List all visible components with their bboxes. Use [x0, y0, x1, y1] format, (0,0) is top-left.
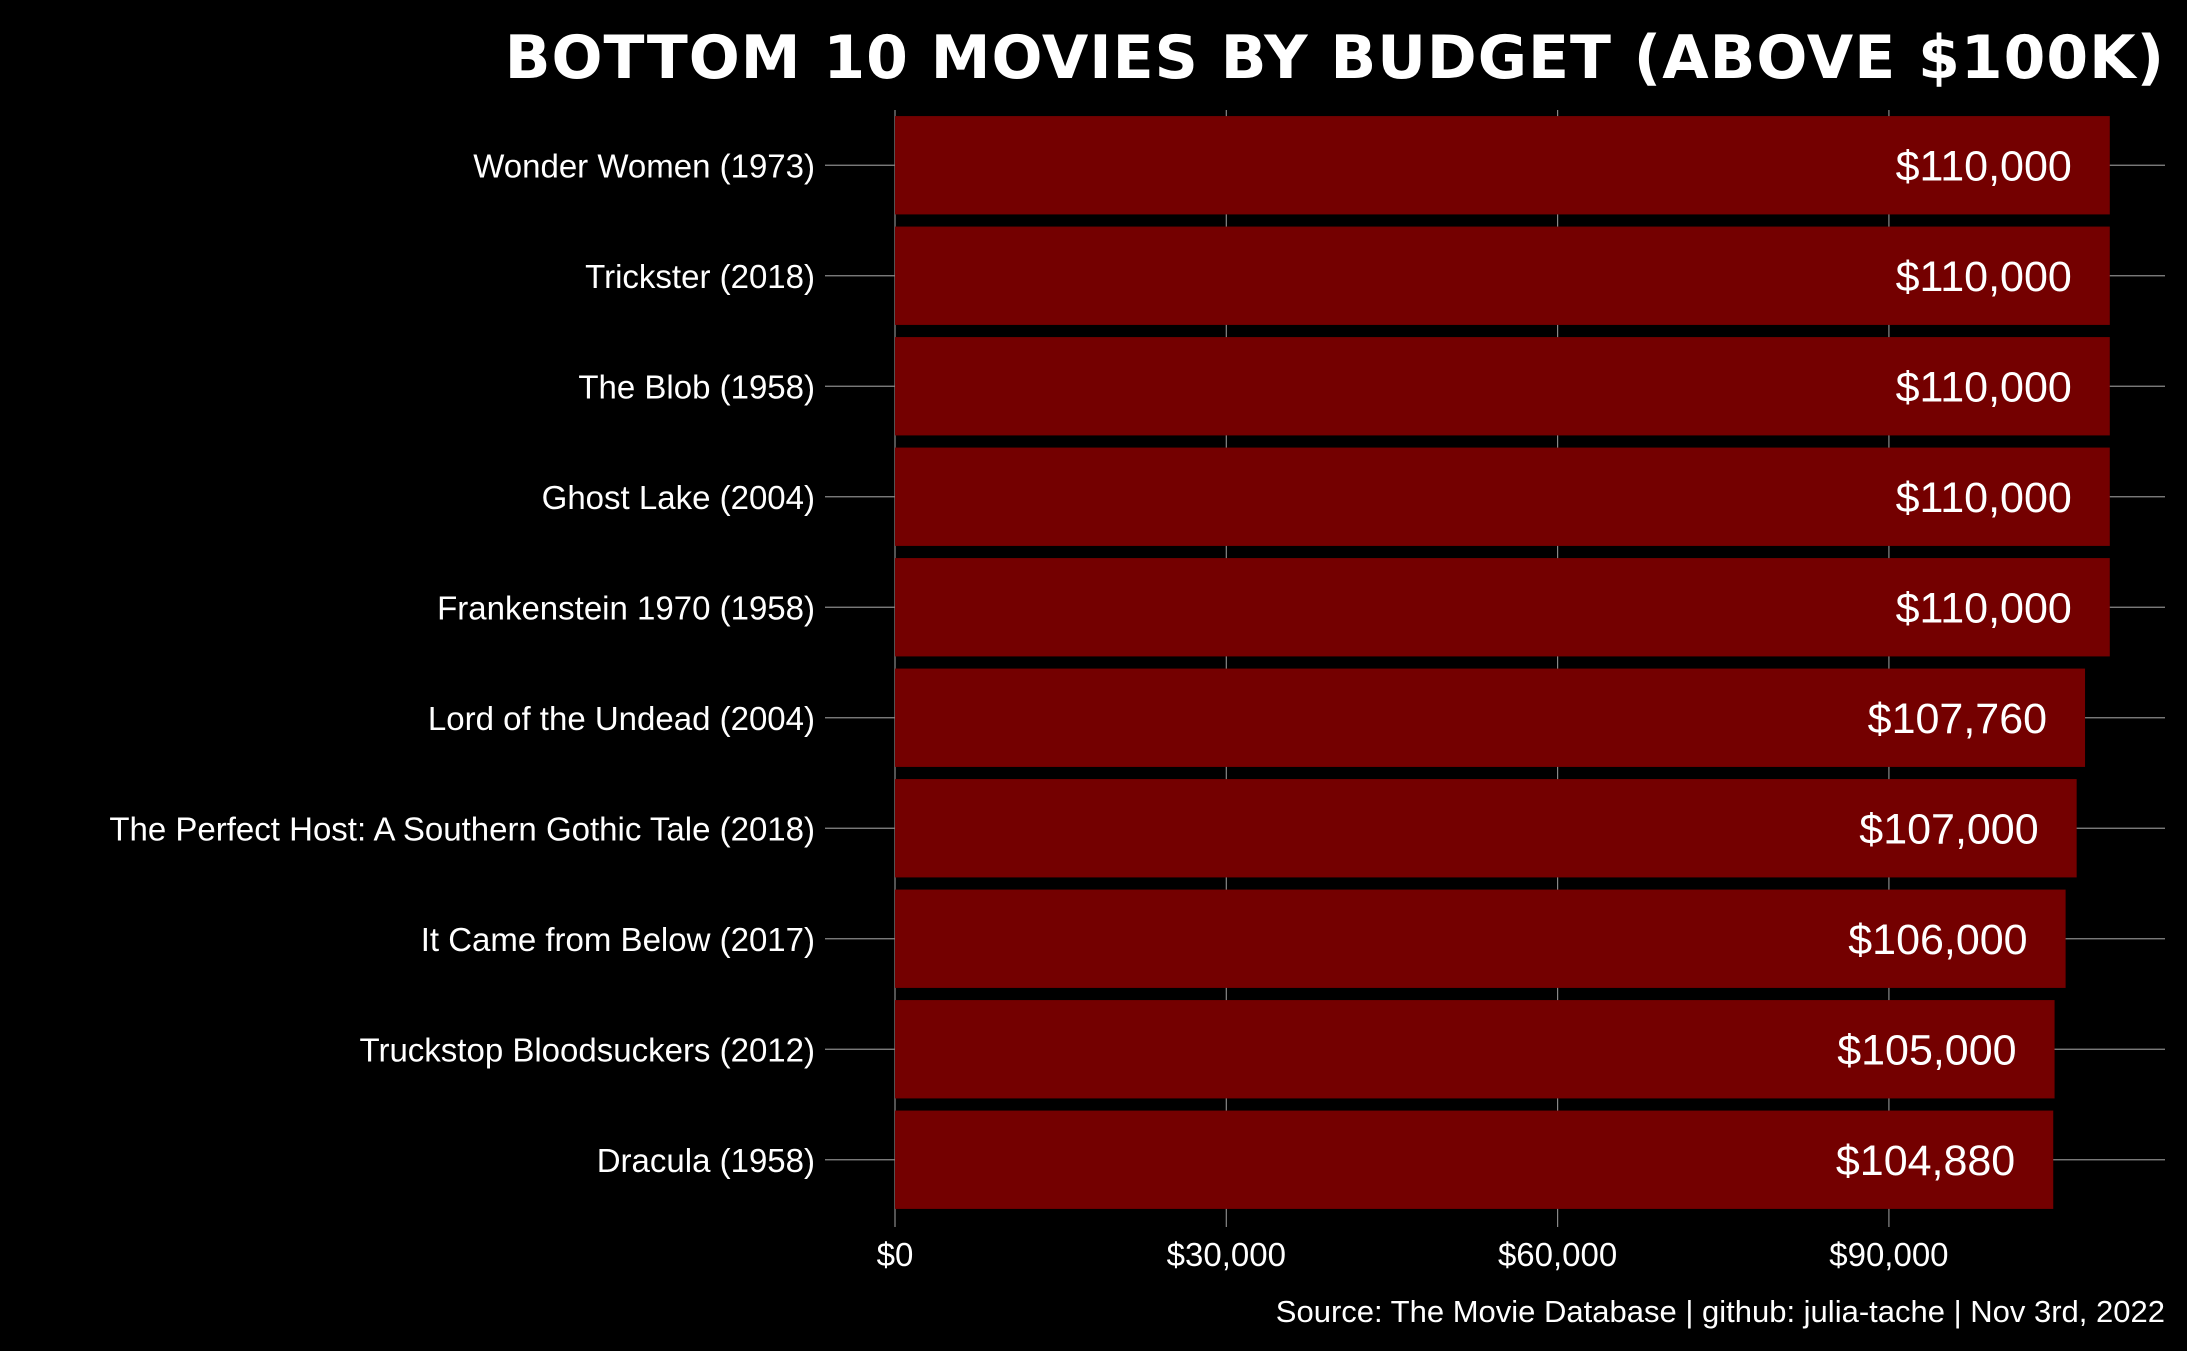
- category-label: Frankenstein 1970 (1958): [437, 589, 815, 626]
- bars: $110,000 $110,000 $110,000 $110,000 $110,000…: [895, 116, 2110, 1209]
- category-labels: Wonder Women (1973) Trickster (2018) The B…: [109, 147, 815, 1179]
- bar-value-label: $110,000: [1896, 474, 2072, 522]
- bar: [895, 1000, 2055, 1099]
- bar-value-label: $110,000: [1896, 584, 2072, 632]
- category-label: Lord of the Undead (2004): [428, 700, 815, 737]
- bar: [895, 889, 2066, 988]
- bar: [895, 558, 2110, 657]
- category-label: The Perfect Host: A Southern Gothic Tale…: [109, 810, 815, 847]
- bar: [895, 668, 2086, 767]
- category-label: Ghost Lake (2004): [542, 479, 815, 516]
- x-tick-label: $90,000: [1829, 1236, 1948, 1273]
- chart-caption: Source: The Movie Database | github: jul…: [1276, 1294, 2165, 1329]
- bar-value-label: $106,000: [1848, 916, 2027, 964]
- category-label: Wonder Women (1973): [473, 147, 815, 184]
- bar-value-label: $110,000: [1896, 142, 2072, 190]
- category-label: Trickster (2018): [585, 258, 815, 295]
- category-label: Truckstop Bloodsuckers (2012): [360, 1031, 815, 1068]
- x-axis-ticks: $0 $30,000 $60,000 $90,000: [877, 1236, 1949, 1273]
- chart-title: BOTTOM 10 MOVIES BY BUDGET (ABOVE $100K): [505, 23, 2165, 93]
- bar-value-label: $110,000: [1896, 363, 2072, 411]
- category-label: Dracula (1958): [597, 1142, 815, 1179]
- bar: [895, 337, 2110, 436]
- bar-value-label: $107,760: [1868, 695, 2047, 743]
- bar-value-label: $105,000: [1837, 1026, 2016, 1074]
- x-tick-label: $0: [877, 1236, 914, 1273]
- bar: [895, 226, 2110, 325]
- bar-value-label: $110,000: [1896, 253, 2072, 301]
- bar-value-label: $107,000: [1859, 805, 2038, 853]
- bar-value-label: $104,880: [1836, 1137, 2015, 1185]
- bar: [895, 779, 2077, 878]
- x-tick-label: $30,000: [1167, 1236, 1286, 1273]
- bar: [895, 1110, 2054, 1209]
- category-label: It Came from Below (2017): [421, 921, 815, 958]
- bar: [895, 116, 2110, 215]
- category-label: The Blob (1958): [578, 368, 815, 405]
- bar: [895, 447, 2110, 546]
- x-tick-label: $60,000: [1498, 1236, 1617, 1273]
